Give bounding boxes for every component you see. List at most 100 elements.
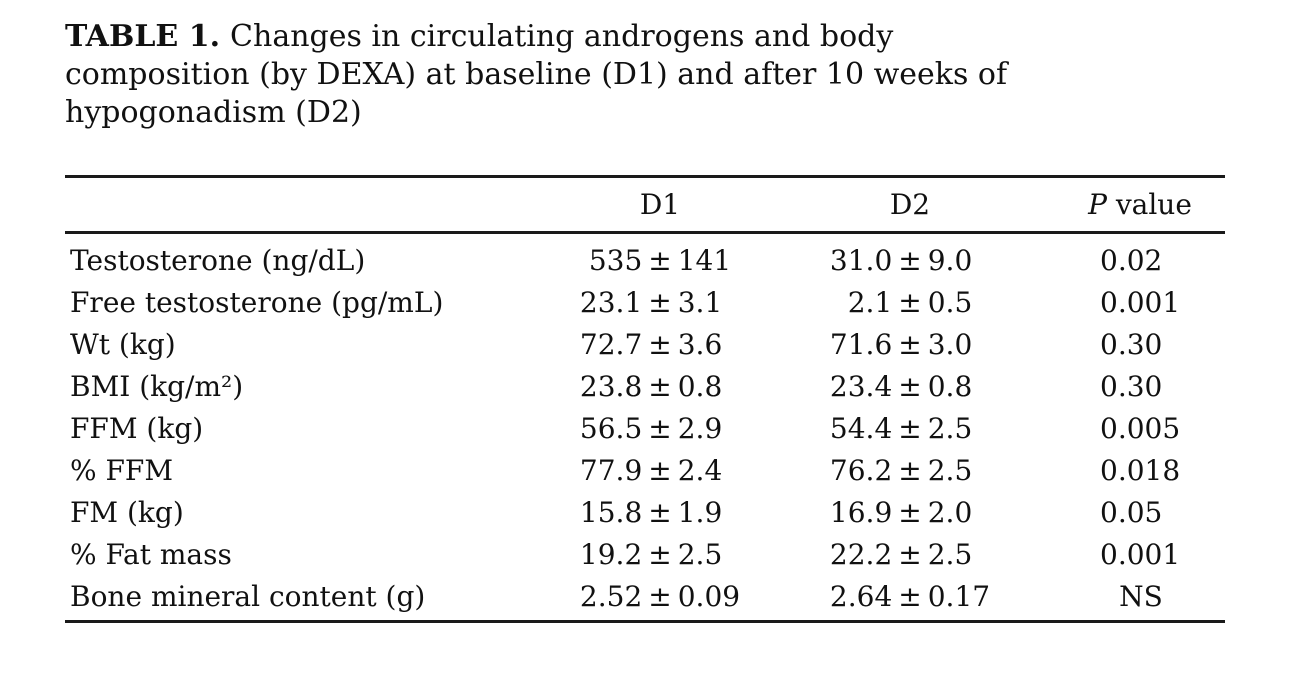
p-value-text: 0.02 (1100, 243, 1163, 277)
row-label: FM (kg) (70, 495, 184, 529)
d1-mean: 23.8 (579, 369, 643, 403)
header-row-label (65, 176, 505, 234)
d2-value: 2.64 ±0.17 (795, 575, 1025, 622)
d1-value: 23.1 ±3.1 (505, 281, 795, 323)
caption-line2: composition (by DEXA) at baseline (D1) a… (65, 57, 1008, 92)
d2-sd: 0.8 (927, 369, 973, 403)
p-value-text: 0.018 (1100, 453, 1181, 487)
table-row: % Fat mass 19.2 ±2.5 22.2 ±2.5 0.001 (65, 533, 1225, 575)
plus-minus-sign: ± (898, 579, 922, 613)
d2-mean: 31.0 (829, 243, 893, 277)
p-value-text: 0.005 (1100, 411, 1181, 445)
d1-sd: 1.9 (677, 495, 723, 529)
d1-mean: 77.9 (579, 453, 643, 487)
d2-mean: 76.2 (829, 453, 893, 487)
row-label: BMI (kg/m²) (70, 369, 244, 403)
d2-value: 16.9 ±2.0 (795, 491, 1025, 533)
d2-mean: 2.1 (847, 285, 893, 319)
d2-value: 71.6 ±3.0 (795, 323, 1025, 365)
plus-minus-sign: ± (648, 327, 672, 361)
table-row: FFM (kg) 56.5 ±2.9 54.4 ±2.5 0.005 (65, 407, 1225, 449)
d2-sd: 0.5 (927, 285, 973, 319)
d2-sd: 2.5 (927, 537, 973, 571)
d1-value: 2.52 ±0.09 (505, 575, 795, 622)
plus-minus-sign: ± (648, 369, 672, 403)
p-value-text: 0.001 (1100, 285, 1181, 319)
row-label: % Fat mass (70, 537, 232, 571)
plus-minus-sign: ± (898, 495, 922, 529)
d2-value: 54.4 ±2.5 (795, 407, 1025, 449)
d1-sd: 2.4 (677, 453, 723, 487)
p-value: 0.005 (1025, 407, 1225, 449)
d1-sd: 0.09 (677, 579, 741, 613)
d1-mean: 19.2 (579, 537, 643, 571)
p-value: 0.05 (1025, 491, 1225, 533)
table-body: Testosterone (ng/dL) 535 ±141 31.0 ±9.0 0.… (65, 233, 1225, 622)
p-value-text: 0.001 (1100, 537, 1181, 571)
d1-sd: 0.8 (677, 369, 723, 403)
d2-mean: 54.4 (829, 411, 893, 445)
table-row: Testosterone (ng/dL) 535 ±141 31.0 ±9.0 0.… (65, 233, 1225, 282)
table-caption: TABLE 1. Changes in circulating androgens… (65, 18, 1225, 132)
d1-value: 56.5 ±2.9 (505, 407, 795, 449)
row-label: Bone mineral content (g) (70, 579, 426, 613)
header-d1: D1 (505, 176, 795, 234)
plus-minus-sign: ± (648, 453, 672, 487)
p-value: NS (1025, 575, 1225, 622)
d2-value: 23.4 ±0.8 (795, 365, 1025, 407)
p-symbol: P (1088, 188, 1107, 221)
plus-minus-sign: ± (648, 411, 672, 445)
plus-minus-sign: ± (648, 537, 672, 571)
d2-value: 22.2 ±2.5 (795, 533, 1025, 575)
d1-value: 535 ±141 (505, 233, 795, 282)
p-value: 0.001 (1025, 281, 1225, 323)
p-value-word: value (1106, 188, 1192, 221)
d1-mean: 23.1 (579, 285, 643, 319)
d1-mean: 15.8 (579, 495, 643, 529)
plus-minus-sign: ± (648, 243, 672, 277)
row-label: Free testosterone (pg/mL) (70, 285, 444, 319)
p-value: 0.30 (1025, 323, 1225, 365)
d1-value: 19.2 ±2.5 (505, 533, 795, 575)
table-row: Free testosterone (pg/mL) 23.1 ±3.1 2.1 ±0… (65, 281, 1225, 323)
d2-value: 2.1 ±0.5 (795, 281, 1025, 323)
d1-value: 77.9 ±2.4 (505, 449, 795, 491)
row-label: Wt (kg) (70, 327, 176, 361)
p-value-text: 0.30 (1100, 327, 1163, 361)
d1-sd: 3.1 (677, 285, 723, 319)
p-value: 0.02 (1025, 233, 1225, 282)
d1-sd: 3.6 (677, 327, 723, 361)
p-value: 0.30 (1025, 365, 1225, 407)
p-value-text: 0.30 (1100, 369, 1163, 403)
header-row: D1 D2 P value (65, 176, 1225, 234)
d2-mean: 2.64 (829, 579, 893, 613)
d1-sd: 2.9 (677, 411, 723, 445)
table-row: Bone mineral content (g) 2.52 ±0.09 2.64 ±… (65, 575, 1225, 622)
p-value: 0.001 (1025, 533, 1225, 575)
header-d2: D2 (795, 176, 1025, 234)
plus-minus-sign: ± (898, 411, 922, 445)
plus-minus-sign: ± (898, 453, 922, 487)
d2-mean: 16.9 (829, 495, 893, 529)
d2-sd: 2.5 (927, 411, 973, 445)
plus-minus-sign: ± (648, 579, 672, 613)
plus-minus-sign: ± (898, 537, 922, 571)
plus-minus-sign: ± (898, 243, 922, 277)
d1-mean: 2.52 (579, 579, 643, 613)
d2-mean: 22.2 (829, 537, 893, 571)
plus-minus-sign: ± (898, 327, 922, 361)
d1-mean: 72.7 (579, 327, 643, 361)
row-label: FFM (kg) (70, 411, 204, 445)
d1-value: 72.7 ±3.6 (505, 323, 795, 365)
p-value-text: NS (1119, 579, 1163, 613)
table-row: % FFM 77.9 ±2.4 76.2 ±2.5 0.018 (65, 449, 1225, 491)
header-p-value: P value (1025, 176, 1225, 234)
plus-minus-sign: ± (898, 285, 922, 319)
d2-mean: 23.4 (829, 369, 893, 403)
caption-line1: Changes in circulating androgens and bod… (230, 19, 894, 54)
d2-mean: 71.6 (829, 327, 893, 361)
table-number: TABLE 1. (65, 19, 221, 54)
d1-mean: 535 (588, 243, 643, 277)
d1-mean: 56.5 (579, 411, 643, 445)
